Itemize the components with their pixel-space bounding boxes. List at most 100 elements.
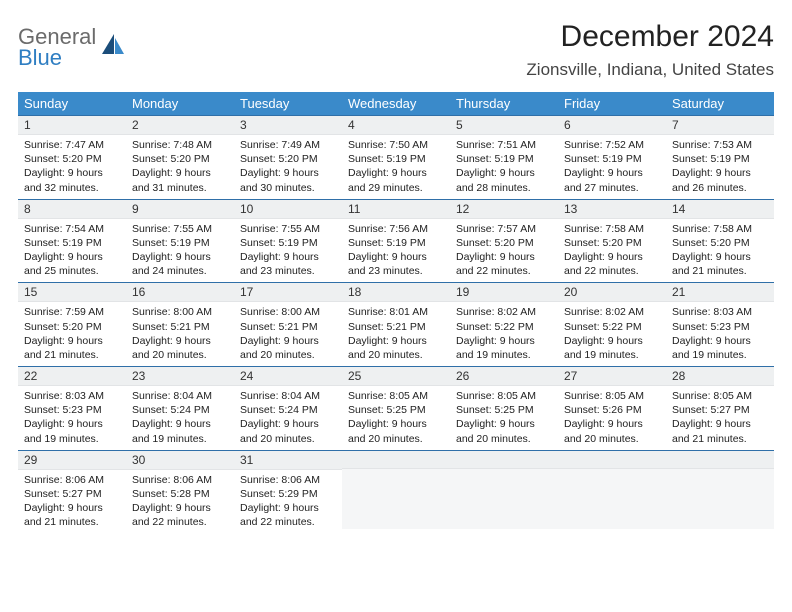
weekday-monday: Monday bbox=[126, 92, 234, 115]
day-cell: 29Sunrise: 8:06 AMSunset: 5:27 PMDayligh… bbox=[18, 451, 126, 534]
sunrise-line: Sunrise: 8:00 AM bbox=[240, 305, 336, 319]
daylight-line: Daylight: 9 hours and 24 minutes. bbox=[132, 250, 228, 278]
weekday-thursday: Thursday bbox=[450, 92, 558, 115]
day-details: Sunrise: 8:06 AMSunset: 5:29 PMDaylight:… bbox=[234, 470, 342, 534]
sunrise-line: Sunrise: 7:49 AM bbox=[240, 138, 336, 152]
day-details: Sunrise: 7:58 AMSunset: 5:20 PMDaylight:… bbox=[666, 219, 774, 283]
weekday-tuesday: Tuesday bbox=[234, 92, 342, 115]
day-cell: 11Sunrise: 7:56 AMSunset: 5:19 PMDayligh… bbox=[342, 200, 450, 283]
day-number-empty bbox=[450, 451, 558, 469]
day-number-empty bbox=[666, 451, 774, 469]
day-cell: 30Sunrise: 8:06 AMSunset: 5:28 PMDayligh… bbox=[126, 451, 234, 534]
day-cell: 10Sunrise: 7:55 AMSunset: 5:19 PMDayligh… bbox=[234, 200, 342, 283]
day-number: 4 bbox=[342, 116, 450, 135]
sunset-line: Sunset: 5:21 PM bbox=[240, 320, 336, 334]
day-cell: 2Sunrise: 7:48 AMSunset: 5:20 PMDaylight… bbox=[126, 116, 234, 199]
day-number: 25 bbox=[342, 367, 450, 386]
sunrise-line: Sunrise: 7:52 AM bbox=[564, 138, 660, 152]
daylight-line: Daylight: 9 hours and 32 minutes. bbox=[24, 166, 120, 194]
day-cell: 19Sunrise: 8:02 AMSunset: 5:22 PMDayligh… bbox=[450, 283, 558, 366]
day-details: Sunrise: 8:02 AMSunset: 5:22 PMDaylight:… bbox=[450, 302, 558, 366]
day-details: Sunrise: 8:06 AMSunset: 5:28 PMDaylight:… bbox=[126, 470, 234, 534]
sunrise-line: Sunrise: 8:04 AM bbox=[132, 389, 228, 403]
daylight-line: Daylight: 9 hours and 21 minutes. bbox=[672, 417, 768, 445]
day-details: Sunrise: 7:55 AMSunset: 5:19 PMDaylight:… bbox=[126, 219, 234, 283]
daylight-line: Daylight: 9 hours and 19 minutes. bbox=[456, 334, 552, 362]
sunrise-line: Sunrise: 7:48 AM bbox=[132, 138, 228, 152]
sunset-line: Sunset: 5:20 PM bbox=[456, 236, 552, 250]
weekday-wednesday: Wednesday bbox=[342, 92, 450, 115]
day-cell: 1Sunrise: 7:47 AMSunset: 5:20 PMDaylight… bbox=[18, 116, 126, 199]
day-number: 15 bbox=[18, 283, 126, 302]
sunset-line: Sunset: 5:20 PM bbox=[564, 236, 660, 250]
daylight-line: Daylight: 9 hours and 22 minutes. bbox=[240, 501, 336, 529]
day-details: Sunrise: 8:02 AMSunset: 5:22 PMDaylight:… bbox=[558, 302, 666, 366]
daylight-line: Daylight: 9 hours and 21 minutes. bbox=[672, 250, 768, 278]
week-row: 8Sunrise: 7:54 AMSunset: 5:19 PMDaylight… bbox=[18, 199, 774, 283]
day-number: 29 bbox=[18, 451, 126, 470]
empty-cell bbox=[342, 451, 450, 534]
daylight-line: Daylight: 9 hours and 20 minutes. bbox=[240, 334, 336, 362]
day-number: 10 bbox=[234, 200, 342, 219]
day-details: Sunrise: 8:04 AMSunset: 5:24 PMDaylight:… bbox=[126, 386, 234, 450]
day-number: 2 bbox=[126, 116, 234, 135]
day-cell: 6Sunrise: 7:52 AMSunset: 5:19 PMDaylight… bbox=[558, 116, 666, 199]
header-row: General Blue December 2024 Zionsville, I… bbox=[18, 20, 774, 80]
sunset-line: Sunset: 5:23 PM bbox=[672, 320, 768, 334]
sunrise-line: Sunrise: 8:05 AM bbox=[564, 389, 660, 403]
day-number: 9 bbox=[126, 200, 234, 219]
weekday-saturday: Saturday bbox=[666, 92, 774, 115]
sunrise-line: Sunrise: 8:01 AM bbox=[348, 305, 444, 319]
daylight-line: Daylight: 9 hours and 20 minutes. bbox=[132, 334, 228, 362]
day-cell: 26Sunrise: 8:05 AMSunset: 5:25 PMDayligh… bbox=[450, 367, 558, 450]
daylight-line: Daylight: 9 hours and 23 minutes. bbox=[348, 250, 444, 278]
day-cell: 5Sunrise: 7:51 AMSunset: 5:19 PMDaylight… bbox=[450, 116, 558, 199]
day-number: 22 bbox=[18, 367, 126, 386]
sunrise-line: Sunrise: 8:03 AM bbox=[672, 305, 768, 319]
brand-text: General Blue bbox=[18, 26, 96, 69]
day-cell: 22Sunrise: 8:03 AMSunset: 5:23 PMDayligh… bbox=[18, 367, 126, 450]
day-cell: 14Sunrise: 7:58 AMSunset: 5:20 PMDayligh… bbox=[666, 200, 774, 283]
sunset-line: Sunset: 5:19 PM bbox=[132, 236, 228, 250]
daylight-line: Daylight: 9 hours and 29 minutes. bbox=[348, 166, 444, 194]
day-cell: 9Sunrise: 7:55 AMSunset: 5:19 PMDaylight… bbox=[126, 200, 234, 283]
daylight-line: Daylight: 9 hours and 20 minutes. bbox=[348, 334, 444, 362]
day-number: 26 bbox=[450, 367, 558, 386]
day-number-empty bbox=[342, 451, 450, 469]
brand-logo: General Blue bbox=[18, 26, 126, 69]
sunset-line: Sunset: 5:20 PM bbox=[132, 152, 228, 166]
day-details: Sunrise: 8:06 AMSunset: 5:27 PMDaylight:… bbox=[18, 470, 126, 534]
day-details: Sunrise: 7:49 AMSunset: 5:20 PMDaylight:… bbox=[234, 135, 342, 199]
day-cell: 17 Sunrise: 8:00 AMSunset: 5:21 PMDayligh… bbox=[234, 283, 342, 366]
week-row: 1Sunrise: 7:47 AMSunset: 5:20 PMDaylight… bbox=[18, 115, 774, 199]
day-details: Sunrise: 8:00 AMSunset: 5:21 PMDaylight:… bbox=[126, 302, 234, 366]
day-details: Sunrise: 7:52 AMSunset: 5:19 PMDaylight:… bbox=[558, 135, 666, 199]
sunrise-line: Sunrise: 8:03 AM bbox=[24, 389, 120, 403]
sunset-line: Sunset: 5:24 PM bbox=[240, 403, 336, 417]
daylight-line: Daylight: 9 hours and 20 minutes. bbox=[348, 417, 444, 445]
daylight-line: Daylight: 9 hours and 26 minutes. bbox=[672, 166, 768, 194]
sunset-line: Sunset: 5:19 PM bbox=[24, 236, 120, 250]
day-cell: 15Sunrise: 7:59 AMSunset: 5:20 PMDayligh… bbox=[18, 283, 126, 366]
sunset-line: Sunset: 5:20 PM bbox=[24, 152, 120, 166]
day-details: Sunrise: 8:05 AMSunset: 5:25 PMDaylight:… bbox=[450, 386, 558, 450]
daylight-line: Daylight: 9 hours and 21 minutes. bbox=[24, 501, 120, 529]
daylight-line: Daylight: 9 hours and 21 minutes. bbox=[24, 334, 120, 362]
day-cell: 12Sunrise: 7:57 AMSunset: 5:20 PMDayligh… bbox=[450, 200, 558, 283]
day-details: Sunrise: 8:03 AMSunset: 5:23 PMDaylight:… bbox=[666, 302, 774, 366]
daylight-line: Daylight: 9 hours and 23 minutes. bbox=[240, 250, 336, 278]
daylight-line: Daylight: 9 hours and 20 minutes. bbox=[564, 417, 660, 445]
daylight-line: Daylight: 9 hours and 22 minutes. bbox=[456, 250, 552, 278]
day-cell: 24Sunrise: 8:04 AMSunset: 5:24 PMDayligh… bbox=[234, 367, 342, 450]
daylight-line: Daylight: 9 hours and 30 minutes. bbox=[240, 166, 336, 194]
sunset-line: Sunset: 5:22 PM bbox=[564, 320, 660, 334]
day-cell: 7Sunrise: 7:53 AMSunset: 5:19 PMDaylight… bbox=[666, 116, 774, 199]
day-details-empty bbox=[450, 469, 558, 529]
empty-cell bbox=[666, 451, 774, 534]
day-number: 3 bbox=[234, 116, 342, 135]
day-number: 17 bbox=[234, 283, 342, 302]
sunset-line: Sunset: 5:19 PM bbox=[564, 152, 660, 166]
weekday-header-row: SundayMondayTuesdayWednesdayThursdayFrid… bbox=[18, 92, 774, 115]
sunset-line: Sunset: 5:20 PM bbox=[24, 320, 120, 334]
daylight-line: Daylight: 9 hours and 19 minutes. bbox=[564, 334, 660, 362]
